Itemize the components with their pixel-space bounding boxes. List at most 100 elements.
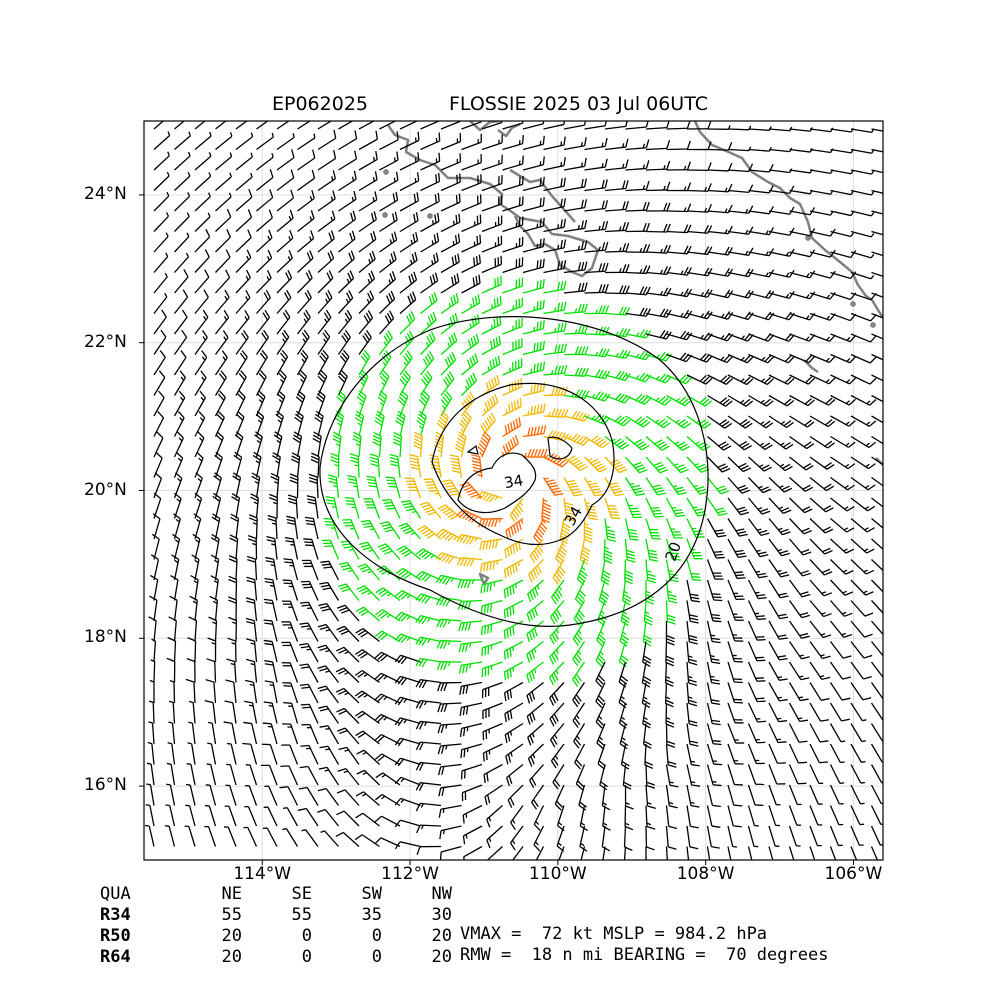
wind-barb bbox=[440, 121, 462, 130]
wind-barb bbox=[354, 834, 380, 848]
wind-barb bbox=[481, 315, 502, 335]
wind-barb bbox=[665, 538, 681, 561]
wind-barb bbox=[415, 782, 442, 791]
wind-barb bbox=[194, 350, 208, 376]
wind-barb bbox=[727, 518, 748, 537]
wind-barb bbox=[706, 477, 730, 495]
wind-barb bbox=[809, 682, 830, 701]
wind-barb bbox=[850, 682, 872, 701]
wind-barb bbox=[420, 292, 438, 315]
wind-barb bbox=[727, 784, 743, 807]
wind-barb bbox=[355, 649, 380, 663]
wind-barb bbox=[281, 641, 299, 663]
wind-barb bbox=[399, 291, 417, 314]
wind-barb bbox=[625, 456, 648, 474]
wind-barb bbox=[850, 230, 875, 238]
wind-barb bbox=[299, 683, 319, 704]
wind-barb bbox=[789, 147, 813, 153]
wind-barb bbox=[174, 151, 191, 171]
wind-barb bbox=[706, 518, 727, 538]
cell-ne: 20 bbox=[221, 926, 242, 946]
header-ne: NE bbox=[221, 884, 242, 904]
wind-barb bbox=[286, 515, 299, 540]
wind-barb bbox=[625, 415, 651, 428]
wind-barb bbox=[789, 374, 816, 385]
wind-barb bbox=[256, 169, 274, 192]
wind-barb bbox=[420, 212, 440, 233]
wind-barb bbox=[399, 131, 420, 151]
wind-barb bbox=[486, 805, 503, 828]
wind-barb bbox=[768, 702, 788, 723]
wind-barb bbox=[144, 824, 155, 847]
wind-barb bbox=[686, 579, 700, 603]
wind-barb bbox=[415, 593, 442, 604]
wind-barb bbox=[415, 802, 442, 812]
table-header-row: QUA NE SE SW NW bbox=[100, 884, 452, 905]
wind-barb bbox=[146, 762, 155, 786]
wind-barb bbox=[229, 534, 239, 560]
wind-barb bbox=[317, 685, 340, 704]
wind-barb bbox=[416, 824, 442, 834]
contour-34kt-outer bbox=[431, 382, 615, 546]
wind-barb bbox=[645, 244, 671, 254]
x-tick-label: 110°W bbox=[528, 864, 587, 884]
wind-barb bbox=[871, 600, 883, 614]
wind-barb bbox=[584, 121, 607, 130]
cell-nw: 20 bbox=[431, 926, 452, 946]
wind-barb bbox=[457, 599, 483, 610]
wind-barb bbox=[850, 333, 877, 343]
wind-barb bbox=[604, 477, 625, 497]
wind-barb bbox=[438, 784, 462, 797]
wind-barb bbox=[686, 162, 712, 172]
wind-barb bbox=[768, 206, 795, 215]
wind-barb bbox=[255, 370, 267, 396]
wind-barb bbox=[533, 518, 548, 544]
wind-barb bbox=[297, 121, 312, 130]
wind-barb bbox=[360, 519, 381, 540]
wind-barb bbox=[233, 451, 243, 478]
wind-barb bbox=[228, 596, 237, 622]
wind-barb bbox=[625, 244, 651, 253]
wind-barb bbox=[458, 640, 483, 653]
wind-barb bbox=[768, 846, 774, 860]
wind-barb bbox=[297, 269, 313, 294]
wind-barb bbox=[645, 805, 656, 830]
wind-barb bbox=[395, 589, 421, 602]
wind-barb bbox=[211, 513, 221, 540]
header-nw: NW bbox=[431, 884, 452, 904]
wind-barb bbox=[379, 310, 395, 335]
wind-barb bbox=[415, 741, 442, 751]
wind-barb bbox=[622, 579, 632, 606]
wind-barb bbox=[338, 210, 357, 233]
wind-barb bbox=[379, 211, 398, 233]
wind-barb bbox=[727, 415, 753, 429]
wind-barb bbox=[460, 763, 483, 780]
wind-barb bbox=[747, 538, 769, 558]
wind-barb bbox=[299, 643, 319, 663]
wind-barb bbox=[584, 137, 608, 151]
wind-barb bbox=[153, 252, 169, 273]
wind-barb bbox=[707, 456, 731, 473]
wind-barb bbox=[686, 394, 713, 407]
wind-barb bbox=[809, 476, 835, 492]
wind-barb bbox=[666, 456, 689, 474]
wind-barb bbox=[145, 804, 155, 827]
wind-barb bbox=[214, 330, 229, 355]
wind-barb bbox=[372, 431, 382, 458]
wind-barb bbox=[871, 476, 883, 487]
wind-barb bbox=[870, 764, 883, 784]
wind-barb bbox=[420, 192, 440, 212]
wind-barb bbox=[686, 682, 698, 707]
wind-barb bbox=[337, 767, 360, 786]
wind-barb bbox=[686, 661, 697, 686]
wind-barb bbox=[809, 127, 834, 133]
wind-barbs bbox=[144, 121, 883, 860]
wind-barb bbox=[625, 121, 649, 130]
wind-barb bbox=[214, 309, 230, 335]
wind-barb bbox=[456, 557, 483, 567]
wind-barb bbox=[318, 705, 340, 724]
wind-barb bbox=[294, 410, 304, 437]
x-tick-label: 108°W bbox=[676, 864, 735, 884]
wind-barb bbox=[768, 825, 780, 847]
wind-barb bbox=[394, 717, 421, 727]
